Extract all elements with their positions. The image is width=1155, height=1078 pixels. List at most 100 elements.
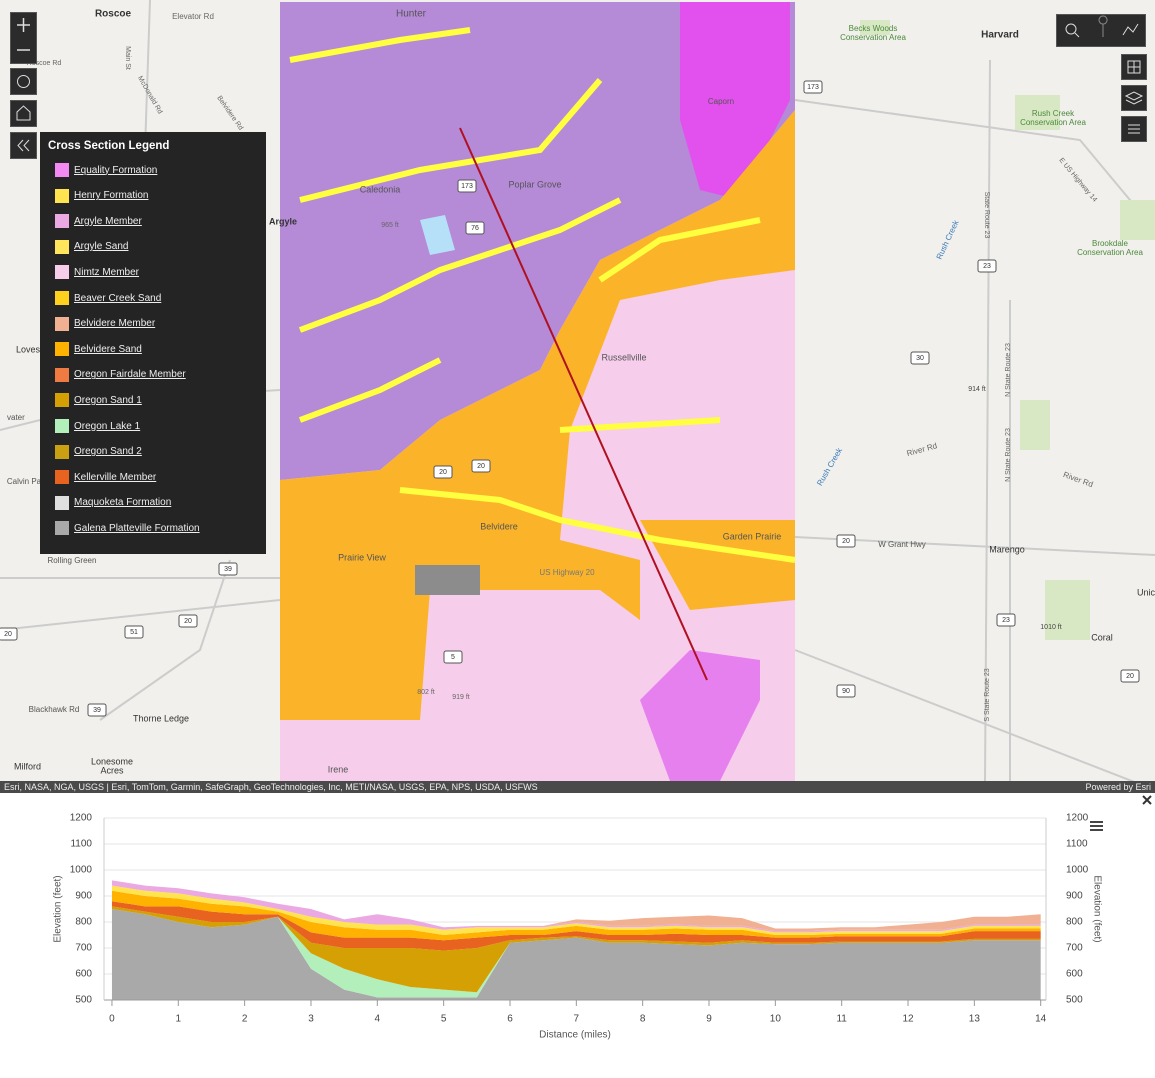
legend-item[interactable]: Oregon Sand 2 [55,444,142,459]
legend-item[interactable]: Kellerville Member [55,470,156,485]
collapse-button[interactable] [10,132,37,159]
route-number: 20 [4,631,12,638]
legend-label: Oregon Sand 2 [74,446,142,458]
y2-tick-label: 900 [1066,891,1083,902]
legend-label: Oregon Sand 1 [74,394,142,406]
route-number: 20 [477,463,485,470]
legend-swatch [55,495,69,510]
legend-swatch [55,188,69,203]
place-label: Marengo [989,544,1025,554]
attribution: Esri, NASA, NGA, USGS | Esri, TomTom, Ga… [4,782,538,792]
place-label: Becks Woods [849,24,898,33]
route-shield [836,684,856,698]
legend-item[interactable]: Henry Formation [55,188,149,203]
route-number: 20 [184,618,192,625]
x-tick-label: 11 [836,1014,847,1025]
y-tick-label: 1100 [70,839,92,850]
legend-item[interactable]: Belvidere Member [55,316,156,331]
powered-by[interactable]: Powered by Esri [1085,782,1151,792]
legend-item[interactable]: Oregon Sand 1 [55,393,142,408]
place-label: Caledonia [360,184,401,194]
y2-tick-label: 800 [1066,917,1083,928]
legend-label: Galena Platteville Formation [74,522,200,534]
place-label: 914 ft [968,386,986,393]
y2-axis-title: Elevation (feet) [1091,875,1102,942]
legend-label: Argyle Member [74,215,142,227]
list-button[interactable] [1121,116,1147,142]
place-label: 1010 ft [1040,624,1061,631]
place-label: vater [7,413,25,422]
place-label: Roscoe [95,9,132,20]
route-shield [977,259,997,273]
legend-item[interactable]: Argyle Member [55,214,142,229]
layer-area [111,880,1041,932]
route-number: 39 [93,707,101,714]
home-button[interactable] [10,100,37,127]
tool-bar[interactable] [1056,14,1146,47]
x-tick-label: 1 [176,1014,182,1025]
route-number: 51 [130,629,138,636]
close-button[interactable] [1142,795,1152,805]
route-number: 23 [1002,617,1010,624]
legend-swatch [55,239,69,254]
place-label: Main St [124,46,131,70]
x-tick-label: 4 [375,1014,381,1025]
x-tick-label: 10 [770,1014,782,1025]
route-shield [218,562,238,576]
place-label: S State Route 23 [984,668,991,721]
legend-item[interactable]: Maquoketa Formation [55,495,171,510]
legend-panel: Cross Section Legend Equality Formation He… [40,132,266,554]
y-tick-label: 500 [75,995,92,1006]
x-tick-label: 8 [640,1014,646,1025]
route-number: 20 [439,469,447,476]
legend-item[interactable]: Beaver Creek Sand [55,291,161,305]
chart-menu[interactable] [1090,821,1103,831]
legend-label: Oregon Fairdale Member [74,369,186,381]
parks [860,20,1155,640]
map[interactable]: Roscoe Elevator Rd Hunter Harvard Becks Wood… [0,0,1155,781]
x-tick-label: 13 [969,1014,981,1025]
layer-area [111,890,1041,941]
legend-item[interactable]: Galena Platteville Formation [55,521,200,536]
geology [280,2,796,781]
basemap-button[interactable] [1121,54,1147,80]
legend-item[interactable]: Equality Formation [55,163,157,177]
y2-tick-label: 600 [1066,969,1083,980]
place-label: Acres [100,765,124,775]
y-tick-label: 700 [75,943,92,954]
legend-swatch [55,444,69,459]
route-shield [465,221,485,235]
layers-button[interactable] [1121,85,1147,111]
layer-area [111,885,1041,935]
route-number: 23 [983,263,991,270]
place-label: Milford [14,761,41,771]
route-shield [803,80,823,94]
legend-label: Beaver Creek Sand [74,292,162,304]
place-label: 965 ft [381,222,399,229]
legend-item[interactable]: Argyle Sand [55,239,128,254]
place-label: Caporn [708,97,734,106]
layer-area [111,909,1041,1000]
legend-label: Oregon Lake 1 [74,420,141,432]
zoom-control[interactable] [10,12,37,64]
route-shield [124,625,144,639]
legend-item[interactable]: Oregon Lake 1 [55,419,140,433]
legend-swatch [55,316,69,331]
legend-title: Cross Section Legend [48,140,170,152]
legend-label: Henry Formation [74,190,149,202]
route-shield [443,650,463,664]
attribution-bar: Esri, NASA, NGA, USGS | Esri, TomTom, Ga… [0,781,1155,793]
place-label: Irene [328,764,349,774]
place-label: 919 ft [452,694,470,701]
legend-label: Belvidere Member [74,318,156,330]
layer-area [111,880,1041,933]
legend-item[interactable]: Oregon Fairdale Member [55,367,186,382]
legend-item[interactable]: Belvidere Sand [55,342,142,357]
legend-swatch [55,163,69,177]
x-axis-title: Distance (miles) [539,1030,611,1041]
route-number: 76 [471,225,479,232]
route-shield [836,534,856,548]
place-label: Garden Prairie [723,531,782,541]
help-button[interactable] [10,68,37,95]
legend-item[interactable]: Nimtz Member [55,265,139,280]
